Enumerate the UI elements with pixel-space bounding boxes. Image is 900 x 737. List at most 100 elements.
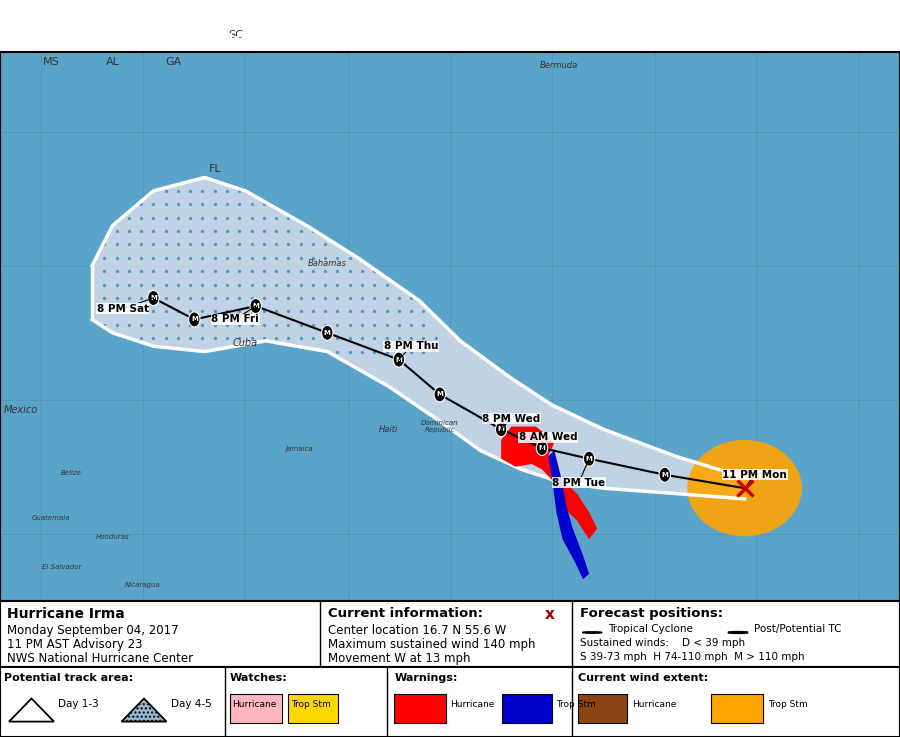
Point xyxy=(134,306,148,318)
Point xyxy=(208,212,222,223)
Point xyxy=(183,252,197,264)
Point xyxy=(293,265,308,277)
Point xyxy=(122,252,136,264)
Polygon shape xyxy=(122,699,166,722)
Point xyxy=(183,198,197,210)
Point xyxy=(343,332,357,344)
Text: 8 PM Fri: 8 PM Fri xyxy=(212,315,259,324)
Point xyxy=(416,306,430,318)
Point xyxy=(256,292,271,304)
Point xyxy=(318,306,332,318)
Text: 8 AM Wed: 8 AM Wed xyxy=(519,433,578,442)
Point xyxy=(256,225,271,237)
Text: Honduras: Honduras xyxy=(95,534,130,540)
Polygon shape xyxy=(548,450,590,579)
Point xyxy=(416,319,430,331)
Point xyxy=(404,332,419,344)
Point xyxy=(428,332,443,344)
Point xyxy=(404,319,419,331)
Point xyxy=(269,332,284,344)
Point xyxy=(183,225,197,237)
Point xyxy=(97,265,112,277)
Point xyxy=(367,319,382,331)
Point xyxy=(355,306,369,318)
Point xyxy=(110,252,124,264)
Point xyxy=(158,332,173,344)
Text: Center location 16.7 N 55.6 W: Center location 16.7 N 55.6 W xyxy=(328,624,507,637)
Point xyxy=(256,279,271,290)
Point xyxy=(281,265,295,277)
Text: M: M xyxy=(498,426,505,432)
Point xyxy=(220,239,234,251)
Point xyxy=(256,239,271,251)
Text: 8 PM Sat: 8 PM Sat xyxy=(96,304,148,314)
Point xyxy=(146,252,160,264)
Point xyxy=(306,319,320,331)
FancyBboxPatch shape xyxy=(0,601,900,667)
Text: Guatemala: Guatemala xyxy=(32,515,70,521)
Text: MS: MS xyxy=(43,57,59,67)
Point xyxy=(97,306,112,318)
Text: M: M xyxy=(191,316,198,322)
Point xyxy=(208,239,222,251)
Point xyxy=(208,279,222,290)
Point xyxy=(232,198,247,210)
Point xyxy=(318,239,332,251)
Text: Dominican
Republic: Dominican Republic xyxy=(421,420,459,433)
Point xyxy=(380,279,394,290)
Text: Warnings:: Warnings: xyxy=(394,673,457,682)
Point xyxy=(220,279,234,290)
Point xyxy=(122,265,136,277)
Text: Cuba: Cuba xyxy=(233,338,258,348)
Point xyxy=(220,225,234,237)
Text: Forecast positions:: Forecast positions: xyxy=(580,607,724,621)
Text: Monday September 04, 2017: Monday September 04, 2017 xyxy=(7,624,179,637)
Point xyxy=(97,292,112,304)
Point xyxy=(158,292,173,304)
Text: Hurricane Irma: Hurricane Irma xyxy=(7,607,125,621)
Point xyxy=(110,225,124,237)
Point xyxy=(171,292,185,304)
Point xyxy=(330,332,345,344)
Circle shape xyxy=(250,298,261,313)
Text: GA: GA xyxy=(166,57,182,67)
Text: Current information:: Current information: xyxy=(328,607,488,621)
Circle shape xyxy=(659,467,670,482)
Circle shape xyxy=(536,441,548,455)
Point xyxy=(220,292,234,304)
Text: 11 PM AST Advisory 23: 11 PM AST Advisory 23 xyxy=(7,638,143,651)
Point xyxy=(245,212,259,223)
Point xyxy=(195,279,210,290)
Point xyxy=(293,279,308,290)
Point xyxy=(293,319,308,331)
Point xyxy=(158,265,173,277)
Point xyxy=(158,185,173,197)
Point xyxy=(245,292,259,304)
Point xyxy=(146,198,160,210)
Point xyxy=(171,185,185,197)
Point xyxy=(245,306,259,318)
Point xyxy=(380,346,394,357)
Point xyxy=(208,265,222,277)
Point xyxy=(245,198,259,210)
Point xyxy=(183,239,197,251)
Point xyxy=(232,265,247,277)
Point xyxy=(256,265,271,277)
Point xyxy=(220,319,234,331)
Point xyxy=(245,225,259,237)
Point xyxy=(158,225,173,237)
Point xyxy=(146,239,160,251)
Point xyxy=(208,319,222,331)
Point xyxy=(183,319,197,331)
Point xyxy=(245,332,259,344)
Point xyxy=(122,319,136,331)
Point xyxy=(171,279,185,290)
Text: AL: AL xyxy=(105,57,120,67)
Point xyxy=(134,239,148,251)
Point xyxy=(158,252,173,264)
Point xyxy=(195,212,210,223)
Point xyxy=(318,292,332,304)
Point xyxy=(245,252,259,264)
Point xyxy=(256,332,271,344)
Text: S 39-73 mph  H 74-110 mph  M > 110 mph: S 39-73 mph H 74-110 mph M > 110 mph xyxy=(580,652,806,662)
